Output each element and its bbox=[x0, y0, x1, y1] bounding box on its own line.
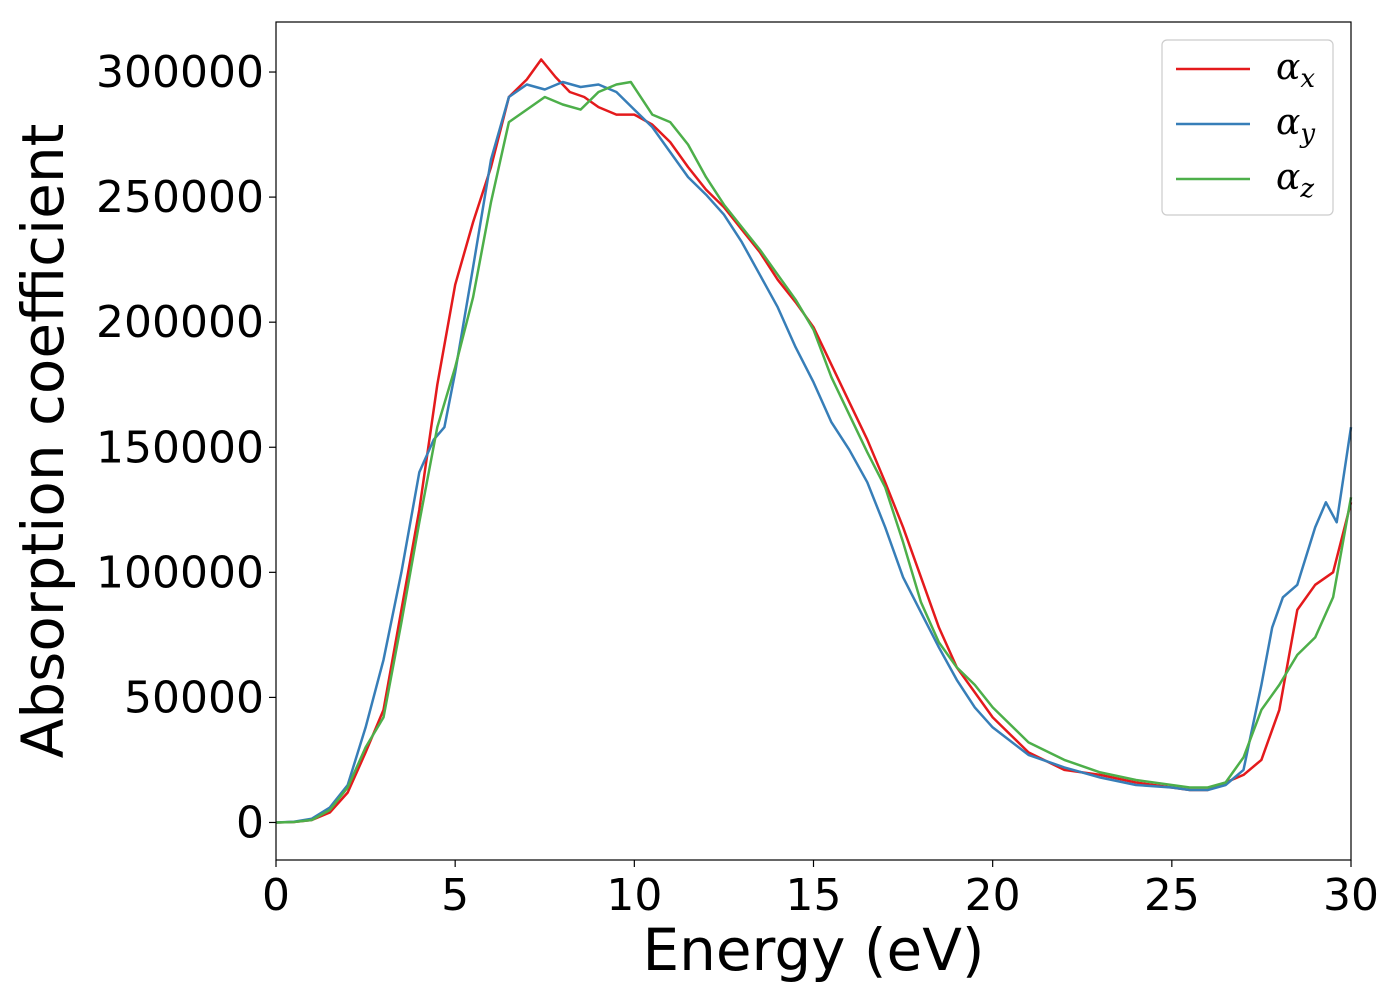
y-tick-label: 0 bbox=[236, 797, 264, 848]
x-tick-label: 20 bbox=[965, 870, 1021, 921]
x-tick-label: 0 bbox=[262, 870, 290, 921]
y-tick-label: 200000 bbox=[96, 297, 264, 348]
x-tick-label: 30 bbox=[1323, 870, 1379, 921]
legend-label-x: αx bbox=[1276, 47, 1315, 94]
x-tick-label: 15 bbox=[786, 870, 842, 921]
y-tick-label: 150000 bbox=[96, 422, 264, 473]
series-line-z bbox=[275, 80, 1353, 824]
y-tick-label: 300000 bbox=[96, 47, 264, 98]
x-axis-label: Energy (eV) bbox=[642, 916, 984, 984]
x-tick-label: 10 bbox=[606, 870, 662, 921]
legend-label-y: αy bbox=[1276, 102, 1315, 149]
legend: αx αy αz bbox=[1161, 39, 1334, 216]
series-layer bbox=[275, 58, 1353, 824]
legend-label-z: αz bbox=[1276, 157, 1314, 204]
series-line-y bbox=[275, 80, 1353, 824]
ticks-layer: 0 5 10 15 20 25 30 0 50000 100000 150000 200000 2500… bbox=[96, 47, 1379, 921]
y-tick-label: 50000 bbox=[124, 672, 264, 723]
y-axis-label: Absorption coefficient bbox=[9, 124, 77, 759]
y-tick-label: 250000 bbox=[96, 172, 264, 223]
y-tick-label: 100000 bbox=[96, 547, 264, 598]
x-tick-label: 25 bbox=[1144, 870, 1200, 921]
x-tick-label: 5 bbox=[441, 870, 469, 921]
legend-box bbox=[1161, 39, 1334, 216]
